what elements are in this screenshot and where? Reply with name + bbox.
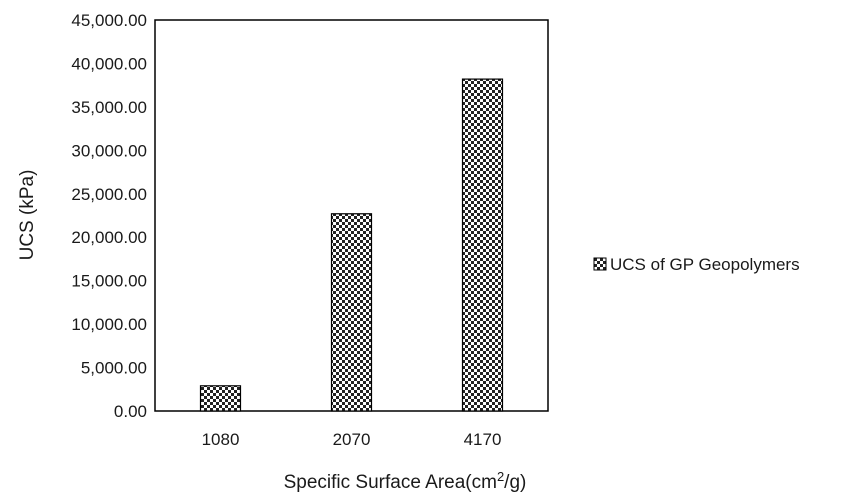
y-tick-label: 10,000.00 (71, 315, 147, 334)
legend-label: UCS of GP Geopolymers (610, 255, 800, 274)
x-tick-label: 1080 (202, 430, 240, 449)
x-axis-title-sup: 2 (497, 469, 504, 484)
bar-1080 (199, 385, 242, 412)
x-tick-label: 4170 (464, 430, 502, 449)
y-axis-title: UCS (kPa) (17, 170, 38, 261)
y-tick-label: 25,000.00 (71, 185, 147, 204)
bar-2070 (330, 213, 373, 412)
y-tick-label: 0.00 (114, 402, 147, 421)
x-axis-ticks: 1080 2070 4170 (202, 430, 502, 449)
y-tick-label: 30,000.00 (71, 141, 147, 160)
legend: UCS of GP Geopolymers (593, 255, 800, 274)
legend-swatch (593, 257, 607, 271)
y-tick-label: 5,000.00 (81, 359, 147, 378)
y-tick-label: 40,000.00 (71, 54, 147, 73)
x-axis-title-suffix: /g) (504, 472, 526, 493)
x-tick-label: 2070 (333, 430, 371, 449)
y-tick-label: 20,000.00 (71, 228, 147, 247)
y-tick-label: 35,000.00 (71, 98, 147, 117)
x-axis-title-prefix: Specific Surface Area(cm (284, 472, 497, 493)
x-axis-title: Specific Surface Area(cm2/g) (284, 469, 527, 493)
y-tick-label: 15,000.00 (71, 272, 147, 291)
bar-4170 (461, 78, 504, 412)
plot-area (154, 19, 549, 412)
y-tick-label: 45,000.00 (71, 11, 147, 30)
y-axis-ticks: 0.00 5,000.00 10,000.00 15,000.00 20,000.00 2… (71, 11, 147, 421)
